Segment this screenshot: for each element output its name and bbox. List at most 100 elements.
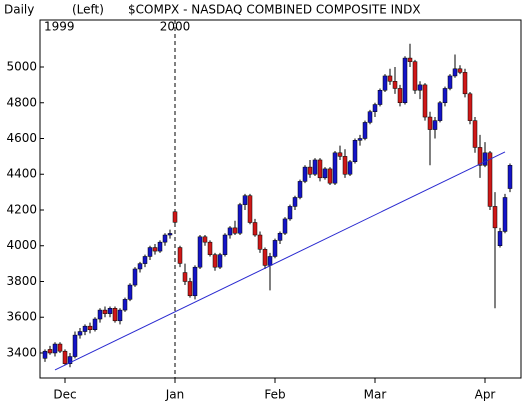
candle-body [352, 140, 358, 162]
candle-body [322, 168, 328, 179]
candle-body [192, 266, 198, 297]
candle-body [307, 166, 313, 175]
candle-body [182, 272, 188, 282]
candle-body [172, 211, 178, 223]
candle-body [422, 84, 428, 118]
candle-body [482, 152, 488, 166]
candle-body [267, 256, 273, 266]
candle-body [162, 234, 168, 243]
chart-title: $COMPX - NASDAQ COMBINED COMPOSITE INDX [128, 3, 421, 17]
candle-body [502, 197, 508, 232]
candle-body [462, 72, 468, 95]
candle-body [447, 75, 453, 89]
candle-body [97, 309, 103, 320]
candle-body [347, 161, 353, 175]
trend-line [54, 151, 506, 371]
candle-body [197, 236, 203, 268]
candle-body [302, 166, 308, 182]
candle-body [452, 68, 458, 77]
candle-body [107, 308, 113, 314]
candle-body [397, 88, 403, 104]
candle-body [112, 308, 118, 322]
candle-body [167, 233, 173, 236]
candle-body [62, 350, 68, 364]
candle-body [187, 281, 193, 297]
candle-body [242, 195, 248, 205]
year-label: 2000 [160, 20, 191, 34]
candle-body [132, 268, 138, 286]
candle-body [417, 84, 423, 91]
candle-body [282, 218, 288, 234]
candle-body [237, 204, 243, 234]
candle-body [357, 138, 363, 141]
candle-body [42, 350, 48, 359]
candle-body [402, 57, 408, 104]
candle-body [147, 247, 153, 257]
y-tick-label: 4800 [6, 95, 37, 109]
candle-body [222, 234, 228, 255]
candle-body [177, 247, 183, 264]
candle-body [102, 309, 108, 314]
candle-body [372, 104, 378, 112]
candle-body [312, 159, 318, 175]
x-tick-label: Mar [364, 388, 387, 402]
candle-body [287, 206, 293, 220]
candle-body [337, 152, 343, 157]
candle-body [477, 147, 483, 166]
candle-body [257, 234, 263, 250]
y-tick-label: 3800 [6, 274, 37, 288]
candle-body [497, 231, 503, 246]
candle-body [262, 249, 268, 266]
candle-body [472, 120, 478, 148]
candle-body [272, 240, 278, 257]
candle-body [432, 120, 438, 130]
candle-body [72, 334, 78, 357]
x-tick-label: Dec [53, 388, 76, 402]
x-tick-label: Apr [475, 388, 496, 402]
y-tick-label: 3600 [6, 310, 37, 324]
plot-frame [39, 19, 522, 379]
candle-body [57, 343, 63, 352]
candle-body [87, 325, 93, 330]
candle-body [292, 197, 298, 207]
candle-body [227, 227, 233, 236]
candle-body [332, 152, 338, 184]
period-label: Daily [4, 3, 34, 17]
candle-body [317, 159, 323, 179]
candle-body [377, 89, 383, 105]
y-tick-label: 4600 [6, 131, 37, 145]
candle-body [252, 222, 258, 236]
candle-body [137, 263, 143, 270]
candle-body [342, 156, 348, 175]
candle-body [427, 116, 433, 130]
year-label: 1999 [44, 20, 75, 34]
candle-body [407, 57, 413, 62]
candle-body [232, 227, 238, 234]
candle-body [457, 68, 463, 73]
candle-body [387, 75, 393, 82]
candle-body [442, 88, 448, 104]
candle-body [77, 331, 83, 336]
y-tick-label: 4200 [6, 202, 37, 216]
candle-body [82, 325, 88, 332]
candle-body [152, 247, 158, 252]
candle-body [487, 152, 493, 207]
candle-body [52, 343, 58, 354]
candle-body [92, 318, 98, 330]
y-tick-label: 5000 [6, 60, 37, 74]
candle-body [247, 195, 253, 223]
candle-body [142, 256, 148, 264]
candle-body [507, 165, 513, 189]
candle-body [212, 254, 218, 268]
candle-body [47, 349, 53, 354]
candle-body [382, 75, 388, 91]
x-tick-label: Jan [165, 388, 185, 402]
candle-body [202, 236, 208, 243]
axis-side-label: (Left) [72, 3, 104, 17]
candle-body [412, 61, 418, 91]
y-tick-label: 4400 [6, 167, 37, 181]
candle-body [117, 309, 123, 322]
candle-body [492, 206, 498, 229]
candle-body [207, 241, 213, 255]
candle-body [157, 241, 163, 252]
